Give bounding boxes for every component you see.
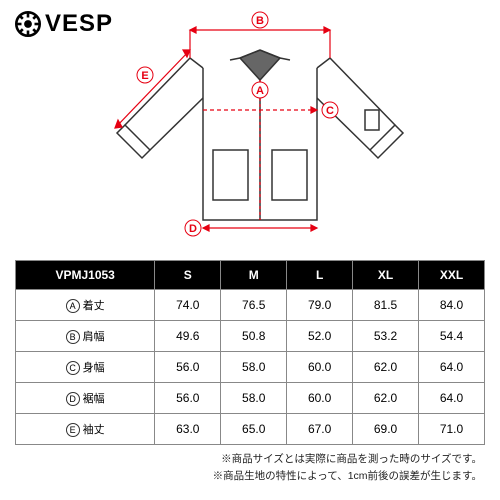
size-cell: 79.0: [287, 290, 353, 321]
size-cell: 69.0: [353, 414, 419, 445]
size-table: VPMJ1053 S M L XL XXL A着丈74.076.579.081.…: [15, 260, 485, 445]
svg-text:A: A: [256, 85, 264, 97]
size-cell: 58.0: [221, 352, 287, 383]
size-cell: 49.6: [155, 321, 221, 352]
svg-text:E: E: [141, 70, 148, 82]
size-cell: 52.0: [287, 321, 353, 352]
model-header: VPMJ1053: [16, 261, 155, 290]
size-cell: 81.5: [353, 290, 419, 321]
size-cell: 60.0: [287, 383, 353, 414]
size-cell: 53.2: [353, 321, 419, 352]
size-cell: 62.0: [353, 352, 419, 383]
size-header: M: [221, 261, 287, 290]
table-row: C身幅56.058.060.062.064.0: [16, 352, 485, 383]
footnote-line: ※商品サイズとは実際に商品を測った時のサイズです。: [213, 451, 482, 468]
table-row: E袖丈63.065.067.069.071.0: [16, 414, 485, 445]
table-row: A着丈74.076.579.081.584.0: [16, 290, 485, 321]
size-header: S: [155, 261, 221, 290]
size-cell: 67.0: [287, 414, 353, 445]
size-cell: 56.0: [155, 352, 221, 383]
table-row: B肩幅49.650.852.053.254.4: [16, 321, 485, 352]
table-row: D裾幅56.058.060.062.064.0: [16, 383, 485, 414]
size-cell: 56.0: [155, 383, 221, 414]
table-header-row: VPMJ1053 S M L XL XXL: [16, 261, 485, 290]
size-cell: 58.0: [221, 383, 287, 414]
size-header: L: [287, 261, 353, 290]
size-cell: 62.0: [353, 383, 419, 414]
size-cell: 60.0: [287, 352, 353, 383]
size-cell: 50.8: [221, 321, 287, 352]
row-label: A着丈: [16, 290, 155, 321]
size-cell: 63.0: [155, 414, 221, 445]
size-cell: 64.0: [419, 383, 485, 414]
size-cell: 71.0: [419, 414, 485, 445]
footnote-line: ※商品生地の特性によって、1cm前後の誤差が生じます。: [213, 468, 482, 485]
size-cell: 84.0: [419, 290, 485, 321]
row-label: E袖丈: [16, 414, 155, 445]
size-header: XXL: [419, 261, 485, 290]
size-header: XL: [353, 261, 419, 290]
svg-text:D: D: [189, 223, 197, 235]
footnotes: ※商品サイズとは実際に商品を測った時のサイズです。 ※商品生地の特性によって、1…: [213, 451, 482, 485]
size-cell: 65.0: [221, 414, 287, 445]
row-label: B肩幅: [16, 321, 155, 352]
jacket-diagram: A B C D E: [95, 10, 425, 245]
logo-icon: [15, 11, 41, 37]
size-cell: 76.5: [221, 290, 287, 321]
svg-text:B: B: [256, 15, 264, 27]
size-cell: 54.4: [419, 321, 485, 352]
size-cell: 74.0: [155, 290, 221, 321]
svg-text:C: C: [326, 105, 334, 117]
size-cell: 64.0: [419, 352, 485, 383]
row-label: D裾幅: [16, 383, 155, 414]
row-label: C身幅: [16, 352, 155, 383]
